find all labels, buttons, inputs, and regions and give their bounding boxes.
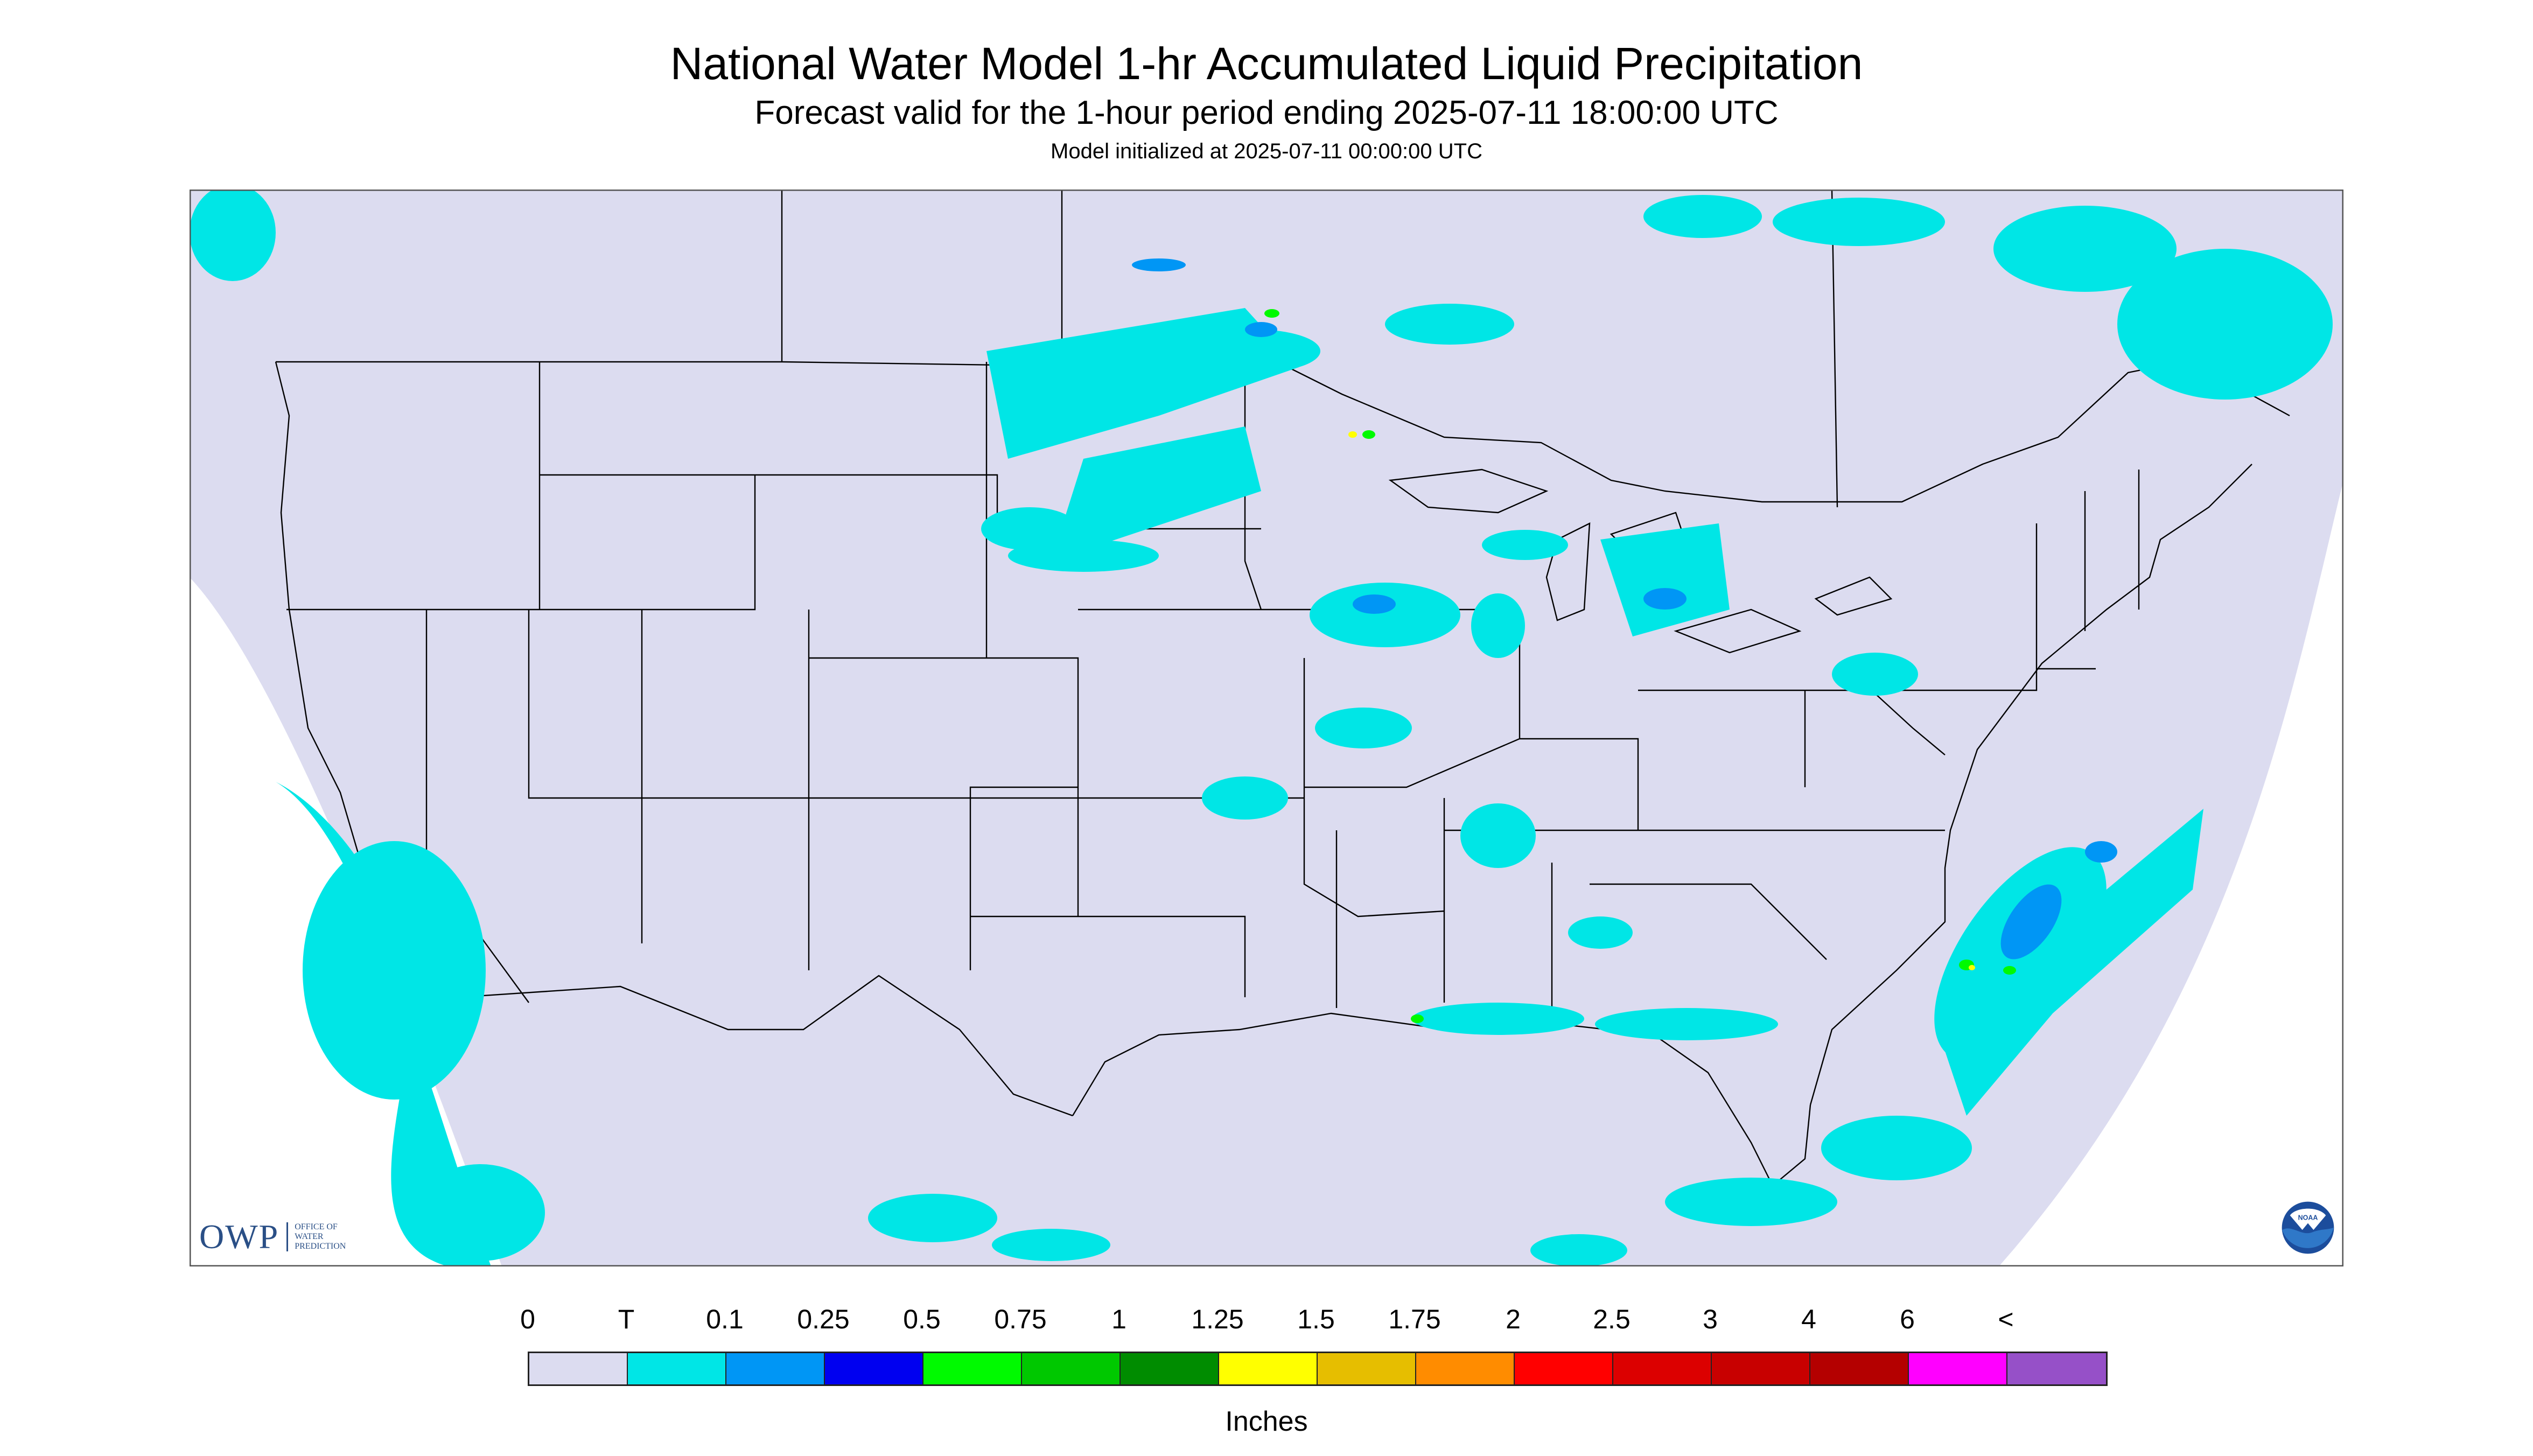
legend-tick-label: 2 [1506, 1304, 1521, 1334]
legend-swatch [1613, 1353, 1712, 1384]
legend-tick-label: 1.75 [1388, 1304, 1441, 1334]
legend-tick-label: 6 [1900, 1304, 1915, 1334]
legend-tick-label: T [618, 1304, 635, 1334]
legend-swatch [1515, 1353, 1613, 1384]
legend-tick-label: 0.1 [706, 1304, 744, 1334]
legend-tick-label: 1.25 [1191, 1304, 1244, 1334]
atlantic-coast [1809, 464, 2252, 1105]
legend-swatch [726, 1353, 825, 1384]
precip-very-heavy-areas [1348, 431, 1975, 970]
legend-swatch [1909, 1353, 2007, 1384]
legend-tick-label: 1.5 [1297, 1304, 1335, 1334]
legend-tick-label: 0.25 [797, 1304, 850, 1334]
legend-swatch [1318, 1353, 1416, 1384]
precip-heavy-areas [1264, 309, 2016, 1023]
noaa-logo: NOAA [2280, 1200, 2336, 1256]
owp-text-line-2: WATER [295, 1232, 324, 1241]
legend-swatch [1121, 1353, 1219, 1384]
model-init-time: Model initialized at 2025-07-11 00:00:00… [1051, 139, 1482, 163]
legend-swatch [628, 1353, 726, 1384]
noaa-logo-text: NOAA [2298, 1214, 2318, 1221]
legend-tick-label: 0 [520, 1304, 535, 1334]
legend-swatch [923, 1353, 1022, 1384]
legend-tick-label: 3 [1703, 1304, 1718, 1334]
legend-tick-label: 2.5 [1593, 1304, 1631, 1334]
precip-trace-areas [190, 190, 2333, 1266]
legend-swatch [1712, 1353, 1810, 1384]
legend-swatch [1022, 1353, 1121, 1384]
legend-swatch [1219, 1353, 1318, 1384]
owp-logo: OWP OFFICE OF WATER PREDICTION [199, 1218, 346, 1256]
us-mexico-border [458, 975, 1073, 1117]
legend-swatch [2007, 1353, 2106, 1384]
map-frame [190, 190, 2343, 1266]
owp-text-line-1: OFFICE OF [295, 1222, 338, 1231]
legend-swatch [1810, 1353, 1909, 1384]
legend-colorbar [528, 1352, 2108, 1386]
legend-units: Inches [1225, 1406, 1308, 1437]
owp-text-line-3: PREDICTION [295, 1242, 346, 1251]
state-lines [286, 362, 2140, 1013]
legend-swatch [529, 1353, 628, 1384]
valid-time-subtitle: Forecast valid for the 1-hour period end… [754, 94, 1779, 131]
legend-tick-label: < [1998, 1304, 2014, 1334]
legend-swatch [825, 1353, 923, 1384]
legend-tick-label: 1 [1111, 1304, 1126, 1334]
canada-province-lines [781, 190, 2290, 508]
model-domain [190, 190, 2343, 1266]
legend-tick-label: 0.5 [903, 1304, 941, 1334]
legend-tick-label: 4 [1801, 1304, 1816, 1334]
boundaries [275, 190, 2290, 1187]
legend-swatch [1416, 1353, 1515, 1384]
precipitation-map [190, 190, 2343, 1266]
legend-tick-label: 0.75 [994, 1304, 1047, 1334]
map-title: National Water Model 1-hr Accumulated Li… [670, 38, 1863, 89]
owp-mark: OWP [199, 1217, 279, 1256]
precip-light-areas [1132, 258, 2117, 960]
owp-wordmark: OFFICE OF WATER PREDICTION [286, 1222, 346, 1251]
